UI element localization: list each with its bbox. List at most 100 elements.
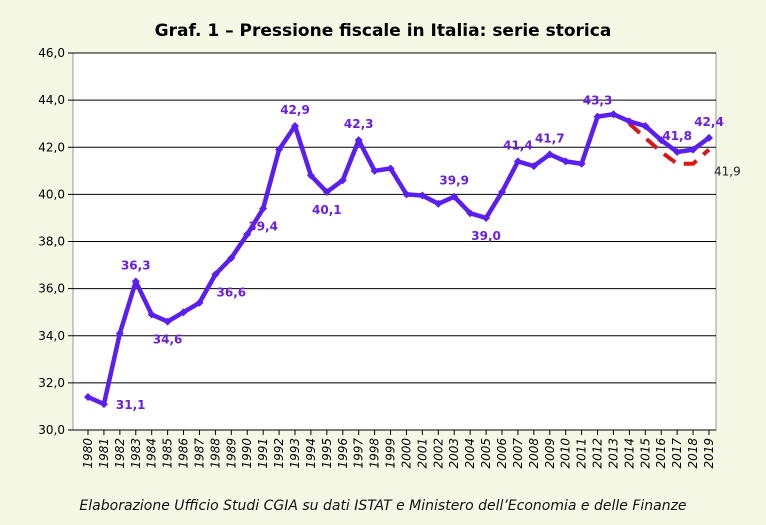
- x-tick-label: 1984: [145, 438, 159, 469]
- data-point-marker: [243, 230, 252, 239]
- x-tick-label: 1986: [177, 438, 191, 469]
- data-label: 39,9: [439, 174, 469, 188]
- data-point-marker: [179, 308, 188, 317]
- data-label: 34,6: [153, 333, 183, 347]
- data-point-marker: [338, 176, 347, 185]
- x-tick-label: 2000: [399, 438, 413, 469]
- x-tick-label: 1992: [272, 438, 286, 469]
- data-point-marker: [689, 145, 698, 154]
- data-label: 39,0: [471, 229, 501, 243]
- x-tick-label: 1999: [384, 438, 398, 469]
- x-tick-label: 2005: [479, 438, 493, 469]
- data-point-marker: [386, 164, 395, 173]
- data-point-marker: [482, 213, 491, 222]
- data-point-marker: [593, 112, 602, 121]
- data-point-marker: [131, 277, 140, 286]
- data-point-marker: [402, 190, 411, 199]
- data-point-marker: [625, 117, 634, 126]
- x-tick-label: 1990: [240, 438, 254, 469]
- x-tick-label: 1983: [129, 438, 143, 469]
- x-tick-label: 1988: [208, 438, 222, 469]
- dashed-series-line: [628, 122, 711, 166]
- data-label: 41,8: [662, 129, 692, 143]
- data-point-marker: [673, 147, 682, 156]
- x-tick-label: 2011: [575, 438, 589, 469]
- y-tick-label: 38,0: [38, 235, 65, 249]
- data-point-marker: [657, 136, 666, 145]
- x-tick-label: 2001: [415, 438, 429, 469]
- x-tick-label: 2004: [463, 438, 477, 469]
- data-point-marker: [705, 133, 713, 142]
- data-point-marker: [466, 209, 475, 218]
- x-tick-label: 1989: [224, 438, 238, 469]
- data-label: 42,9: [280, 103, 310, 117]
- data-point-marker: [84, 393, 92, 402]
- data-point-marker: [529, 162, 538, 171]
- data-point-marker: [354, 136, 363, 145]
- data-label: 31,1: [116, 398, 146, 412]
- chart-title: Graf. 1 – Pressione fiscale in Italia: s…: [154, 21, 612, 41]
- data-point-marker: [99, 400, 108, 409]
- data-point-marker: [306, 171, 315, 180]
- x-tick-label: 2009: [543, 438, 557, 469]
- x-tick-label: 2002: [431, 438, 445, 469]
- x-tick-label: 2010: [559, 438, 573, 469]
- data-point-marker: [434, 199, 443, 208]
- y-tick-label: 40,0: [38, 187, 65, 201]
- x-tick-label: 1996: [336, 438, 350, 469]
- data-point-marker: [147, 310, 156, 319]
- y-tick-label: 42,0: [38, 140, 65, 154]
- data-point-marker: [450, 192, 459, 201]
- data-point-marker: [513, 157, 522, 166]
- data-point-marker: [498, 188, 506, 197]
- data-point-marker: [577, 159, 586, 168]
- x-tick-label: 1994: [304, 438, 318, 469]
- x-tick-label: 2003: [447, 438, 461, 469]
- data-point-marker: [370, 166, 379, 175]
- data-point-marker: [227, 253, 236, 262]
- data-point-marker: [322, 188, 331, 197]
- data-label: 39,4: [248, 220, 278, 234]
- data-point-marker: [609, 110, 618, 119]
- y-tick-label: 32,0: [38, 376, 65, 390]
- data-label: 43,3: [583, 94, 613, 108]
- data-point-marker: [561, 157, 570, 166]
- data-label: 42,3: [344, 117, 374, 131]
- data-point-marker: [641, 122, 650, 131]
- data-point-marker: [211, 270, 220, 279]
- x-tick-label: 2013: [606, 438, 620, 469]
- data-label: 36,6: [217, 285, 247, 299]
- x-tick-label: 1987: [192, 438, 206, 469]
- x-tick-label: 1997: [352, 438, 366, 469]
- data-point-marker: [115, 329, 124, 338]
- data-label: 36,3: [121, 259, 151, 273]
- data-label: 41,4: [503, 138, 533, 152]
- x-tick-label: 1981: [97, 438, 111, 469]
- data-point-marker: [163, 317, 172, 326]
- y-tick-label: 36,0: [38, 282, 65, 296]
- x-tick-label: 1980: [81, 438, 95, 469]
- x-tick-label: 2008: [527, 438, 541, 469]
- data-label: 41,7: [535, 131, 565, 145]
- data-point-marker: [545, 150, 554, 159]
- data-label: 41,9: [714, 165, 741, 179]
- x-tick-label: 2006: [495, 438, 509, 469]
- x-tick-label: 2019: [702, 438, 716, 469]
- y-tick-label: 34,0: [38, 329, 65, 343]
- y-tick-label: 46,0: [38, 46, 65, 60]
- x-tick-label: 1993: [288, 438, 302, 469]
- x-tick-label: 1998: [368, 438, 382, 469]
- x-tick-label: 2007: [511, 438, 525, 469]
- data-point-marker: [259, 204, 268, 213]
- main-series-line: [87, 112, 711, 407]
- x-tick-label: 2018: [686, 438, 700, 469]
- data-point-marker: [195, 298, 204, 307]
- x-tick-label: 2016: [654, 438, 668, 469]
- y-tick-label: 30,0: [38, 423, 65, 437]
- x-tick-label: 1995: [320, 438, 334, 469]
- x-tick-label: 1982: [113, 438, 127, 469]
- data-point-marker: [275, 145, 284, 154]
- data-label: 42,4: [694, 115, 724, 129]
